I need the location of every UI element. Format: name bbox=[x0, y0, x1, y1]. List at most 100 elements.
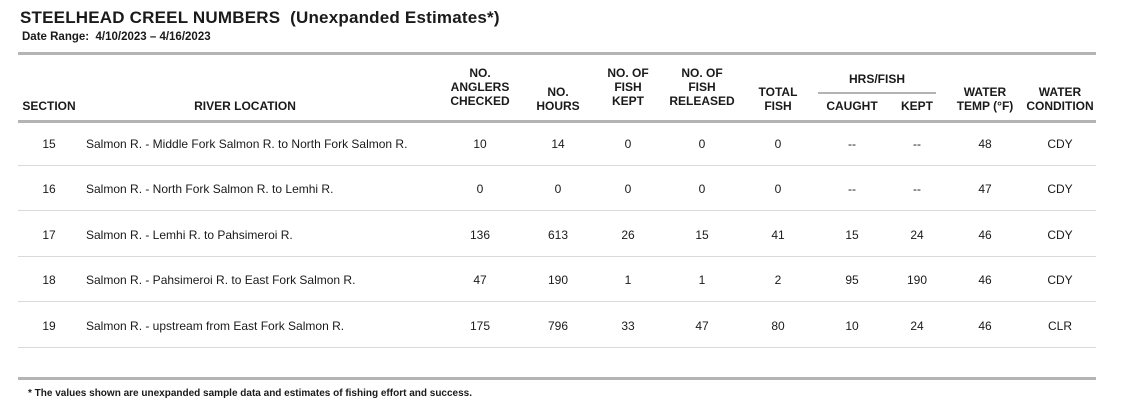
row-location: Salmon R. - upstream from East Fork Salm… bbox=[86, 319, 345, 333]
top-divider bbox=[18, 52, 1096, 55]
date-range: Date Range: 4/10/2023 – 4/16/2023 bbox=[22, 31, 211, 43]
header-caught: CAUGHT bbox=[826, 99, 878, 113]
header-fish-released: NO. OF FISH RELEASED bbox=[664, 66, 740, 108]
row-water-temp: 48 bbox=[978, 137, 992, 151]
header-hours-line1: NO. bbox=[547, 85, 569, 99]
header-released-line3: RELEASED bbox=[669, 94, 735, 108]
header-released-line2: FISH bbox=[688, 80, 716, 94]
row-anglers: 0 bbox=[476, 182, 484, 196]
header-total-line1: TOTAL bbox=[758, 85, 798, 99]
header-section: SECTION bbox=[22, 99, 76, 113]
row-total-fish: 2 bbox=[774, 273, 782, 287]
row-anglers: 47 bbox=[473, 273, 487, 287]
row-hrs-caught: 15 bbox=[845, 228, 859, 242]
row-total-fish: 80 bbox=[771, 319, 785, 333]
header-water-condition: WATER CONDITION bbox=[1020, 85, 1100, 113]
header-hours: NO. HOURS bbox=[530, 85, 586, 113]
row-hrs-caught: 95 bbox=[845, 273, 859, 287]
row-fish-released: 0 bbox=[698, 137, 706, 151]
row-total-fish: 0 bbox=[774, 137, 782, 151]
row-hours: 0 bbox=[554, 182, 562, 196]
row-water-temp: 46 bbox=[978, 228, 992, 242]
row-water-temp: 46 bbox=[978, 319, 992, 333]
header-kept: KEPT bbox=[900, 99, 933, 113]
header-condition-line2: CONDITION bbox=[1026, 99, 1094, 113]
row-divider bbox=[18, 347, 1096, 348]
header-water-temp: WATER TEMP (°F) bbox=[944, 85, 1026, 113]
row-hrs-kept: 190 bbox=[906, 273, 928, 287]
header-divider bbox=[18, 120, 1096, 123]
row-water-temp: 46 bbox=[978, 273, 992, 287]
header-condition-line1: WATER bbox=[1038, 85, 1082, 99]
row-hrs-kept: 24 bbox=[910, 228, 924, 242]
bottom-divider bbox=[18, 377, 1096, 380]
header-hrs-per-fish: HRS/FISH bbox=[848, 72, 905, 86]
header-kept-line1: NO. OF bbox=[607, 66, 649, 80]
header-anglers-line2: ANGLERS bbox=[450, 80, 510, 94]
row-divider bbox=[18, 301, 1096, 302]
header-kept-line3: KEPT bbox=[611, 94, 644, 108]
header-total-line2: FISH bbox=[764, 99, 792, 113]
row-divider bbox=[18, 210, 1096, 211]
row-hrs-kept: -- bbox=[913, 182, 921, 196]
row-hours: 796 bbox=[547, 319, 569, 333]
row-section: 19 bbox=[42, 319, 56, 333]
header-temp-line1: WATER bbox=[963, 85, 1007, 99]
row-location: Salmon R. - Middle Fork Salmon R. to Nor… bbox=[86, 137, 408, 151]
row-location: Salmon R. - North Fork Salmon R. to Lemh… bbox=[86, 182, 334, 196]
report-title: STEELHEAD CREEL NUMBERS (Unexpanded Esti… bbox=[20, 8, 500, 28]
row-water-condition: CDY bbox=[1047, 137, 1073, 151]
row-water-condition: CDY bbox=[1047, 228, 1073, 242]
hrs-per-fish-divider bbox=[818, 92, 936, 94]
header-released-line1: NO. OF bbox=[681, 66, 723, 80]
header-anglers-checked: NO. ANGLERS CHECKED bbox=[440, 66, 520, 108]
row-fish-released: 47 bbox=[695, 319, 709, 333]
row-divider bbox=[18, 165, 1096, 166]
row-total-fish: 41 bbox=[771, 228, 785, 242]
row-divider bbox=[18, 256, 1096, 257]
row-water-condition: CLR bbox=[1047, 319, 1072, 333]
header-total-fish: TOTAL FISH bbox=[748, 85, 808, 113]
row-hours: 613 bbox=[547, 228, 569, 242]
title-subtitle: (Unexpanded Estimates*) bbox=[290, 8, 500, 27]
row-hours: 190 bbox=[547, 273, 569, 287]
row-hrs-caught: 10 bbox=[845, 319, 859, 333]
row-fish-released: 0 bbox=[698, 182, 706, 196]
row-section: 18 bbox=[42, 273, 56, 287]
row-hrs-kept: 24 bbox=[910, 319, 924, 333]
date-range-value: 4/10/2023 – 4/16/2023 bbox=[95, 31, 211, 43]
header-kept-line2: FISH bbox=[614, 80, 642, 94]
row-section: 15 bbox=[42, 137, 56, 151]
row-fish-kept: 33 bbox=[621, 319, 635, 333]
row-anglers: 175 bbox=[469, 319, 491, 333]
title-text: STEELHEAD CREEL NUMBERS bbox=[20, 8, 281, 27]
header-river-location: RIVER LOCATION bbox=[194, 99, 296, 113]
row-anglers: 136 bbox=[469, 228, 491, 242]
row-hrs-kept: -- bbox=[913, 137, 921, 151]
row-fish-kept: 0 bbox=[624, 182, 632, 196]
row-section: 16 bbox=[42, 182, 56, 196]
header-anglers-line3: CHECKED bbox=[450, 94, 510, 108]
row-hours: 14 bbox=[551, 137, 565, 151]
row-section: 17 bbox=[42, 228, 56, 242]
row-location: Salmon R. - Lemhi R. to Pahsimeroi R. bbox=[86, 228, 293, 242]
row-hrs-caught: -- bbox=[848, 182, 856, 196]
header-anglers-line1: NO. bbox=[469, 66, 491, 80]
header-fish-kept: NO. OF FISH KEPT bbox=[594, 66, 662, 108]
row-fish-kept: 0 bbox=[624, 137, 632, 151]
row-water-temp: 47 bbox=[978, 182, 992, 196]
row-water-condition: CDY bbox=[1047, 182, 1073, 196]
date-range-label: Date Range: bbox=[22, 31, 90, 43]
row-hrs-caught: -- bbox=[848, 137, 856, 151]
row-fish-kept: 1 bbox=[624, 273, 632, 287]
header-hours-line2: HOURS bbox=[536, 99, 580, 113]
row-fish-released: 1 bbox=[698, 273, 706, 287]
row-total-fish: 0 bbox=[774, 182, 782, 196]
row-fish-kept: 26 bbox=[621, 228, 635, 242]
header-temp-line2: TEMP (°F) bbox=[956, 99, 1014, 113]
row-anglers: 10 bbox=[473, 137, 487, 151]
row-location: Salmon R. - Pahsimeroi R. to East Fork S… bbox=[86, 273, 356, 287]
row-water-condition: CDY bbox=[1047, 273, 1073, 287]
row-fish-released: 15 bbox=[695, 228, 709, 242]
